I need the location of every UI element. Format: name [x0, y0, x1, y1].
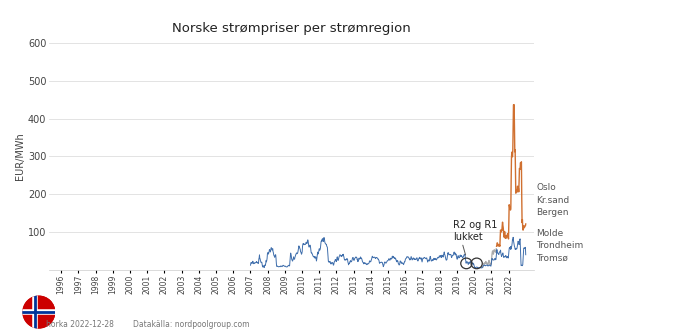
Text: R2 og R1
lukket: R2 og R1 lukket [454, 220, 498, 242]
Text: Molde
Trondheim
Tromsø: Molde Trondheim Tromsø [536, 228, 583, 263]
Text: Oslo
Kr.sand
Bergen: Oslo Kr.sand Bergen [536, 183, 569, 217]
Title: Norske strømpriser per strømregion: Norske strømpriser per strømregion [172, 22, 411, 35]
Circle shape [22, 295, 55, 329]
Text: Datakälla: nordpoolgroup.com: Datakälla: nordpoolgroup.com [133, 320, 249, 329]
Text: horka 2022-12-28: horka 2022-12-28 [46, 320, 113, 329]
Y-axis label: EUR/MWh: EUR/MWh [15, 132, 25, 180]
